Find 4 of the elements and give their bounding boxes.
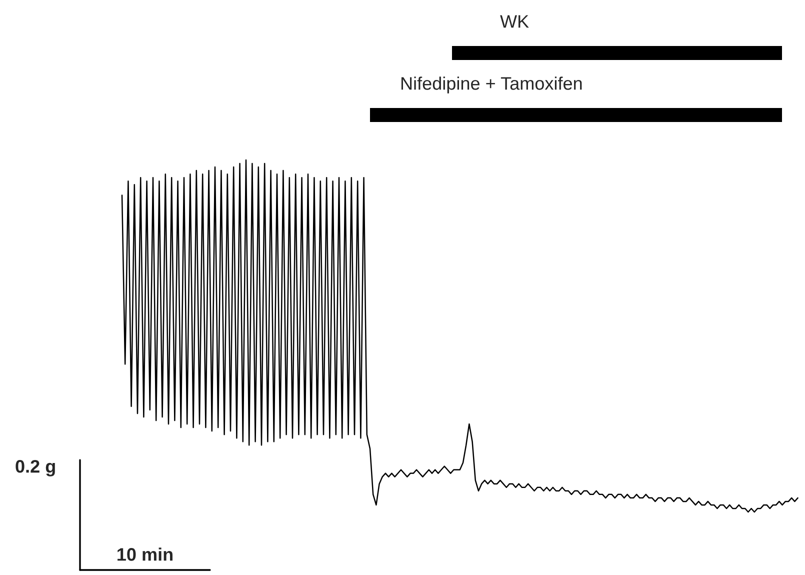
text: 10 min bbox=[118, 548, 172, 561]
text: Nifedipine + Tamoxifen bbox=[401, 76, 582, 94]
text: 0.2 g bbox=[16, 460, 55, 476]
text: WK bbox=[500, 15, 529, 28]
